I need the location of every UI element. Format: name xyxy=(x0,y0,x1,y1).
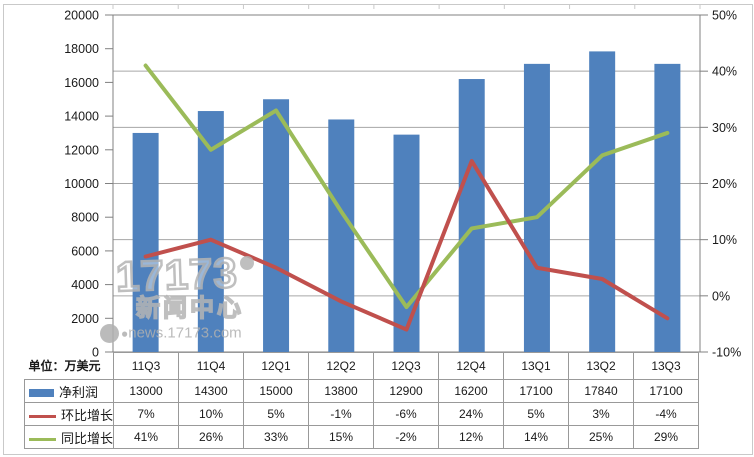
category-cell: 13Q1 xyxy=(503,352,570,380)
right-axis-label: 30% xyxy=(712,121,737,135)
legend-line-swatch xyxy=(29,437,56,441)
value-cell: 17100 xyxy=(633,379,700,403)
value-cell: -6% xyxy=(373,402,440,426)
unit-label: 单位：万美元 xyxy=(28,359,101,374)
right-axis-label: 10% xyxy=(712,233,737,247)
value-cell: 25% xyxy=(568,425,635,449)
left-axis-label: 2000 xyxy=(71,312,99,326)
left-axis-label: 4000 xyxy=(71,278,99,292)
bar-12Q4 xyxy=(458,79,485,352)
left-axis-label: 0 xyxy=(92,346,99,360)
category-cell: 13Q2 xyxy=(568,352,635,380)
left-axis-label: 10000 xyxy=(64,177,99,191)
line-环比增长 xyxy=(143,159,670,332)
line-同比增长 xyxy=(143,63,670,310)
category-cell: 11Q3 xyxy=(113,352,180,380)
category-cell: 12Q3 xyxy=(373,352,440,380)
value-cell: 14% xyxy=(503,425,570,449)
bar-12Q3 xyxy=(393,134,420,352)
value-cell: 33% xyxy=(243,425,310,449)
value-cell: 10% xyxy=(178,402,245,426)
category-cell: 12Q1 xyxy=(243,352,310,380)
right-axis-label: 50% xyxy=(712,9,737,23)
value-cell: 15000 xyxy=(243,379,310,403)
value-cell: 15% xyxy=(308,425,375,449)
series-name: 净利润 xyxy=(59,384,99,400)
legend-bar-swatch xyxy=(29,389,54,398)
value-cell: 12900 xyxy=(373,379,440,403)
value-cell: 14300 xyxy=(178,379,245,403)
right-axis-label: -10% xyxy=(712,346,741,360)
chart-data-table: 单位：万美元 11Q3 11Q4 12Q1 12Q2 12Q3 12Q4 13Q1 13Q2 13… xyxy=(23,352,700,449)
bar-12Q1 xyxy=(263,99,290,352)
value-cell: 24% xyxy=(438,402,505,426)
bar-13Q2 xyxy=(589,51,616,353)
value-cell: 3% xyxy=(568,402,635,426)
bar-12Q2 xyxy=(328,119,355,352)
left-axis-label: 20000 xyxy=(64,9,99,23)
value-cell: -4% xyxy=(633,402,700,426)
value-cell: 41% xyxy=(113,425,180,449)
value-cell: 12% xyxy=(438,425,505,449)
value-cell: 17100 xyxy=(503,379,570,403)
category-cell: 12Q4 xyxy=(438,352,505,380)
left-axis-label: 14000 xyxy=(64,110,99,124)
legend-cell: 环比增长 xyxy=(23,402,115,426)
table-row: 环比增长 7% 10% 5% -1% -6% 24% 5% 3% -4% xyxy=(23,402,700,426)
value-cell: -2% xyxy=(373,425,440,449)
value-cell: 5% xyxy=(503,402,570,426)
left-axis-label: 6000 xyxy=(71,244,99,258)
table-row: 同比增长 41% 26% 33% 15% -2% 12% 14% 25% 29% xyxy=(23,425,700,449)
value-cell: 13800 xyxy=(308,379,375,403)
right-axis-label: 20% xyxy=(712,177,737,191)
value-cell: 16200 xyxy=(438,379,505,403)
value-cell: 17840 xyxy=(568,379,635,403)
table-row: 净利润 13000 14300 15000 13800 12900 16200 17100 17… xyxy=(23,379,700,403)
left-axis-label: 8000 xyxy=(71,211,99,225)
legend-cell: 同比增长 xyxy=(23,425,115,449)
bar-13Q3 xyxy=(654,63,681,353)
legend-cell: 净利润 xyxy=(23,379,115,403)
category-cell: 12Q2 xyxy=(308,352,375,380)
left-axis-label: 16000 xyxy=(64,76,99,90)
series-name: 环比增长 xyxy=(61,407,114,423)
series-name: 同比增长 xyxy=(61,430,114,446)
value-cell: 26% xyxy=(178,425,245,449)
category-cell: 13Q3 xyxy=(633,352,700,380)
legend-line-swatch xyxy=(29,414,56,418)
left-axis-label: 18000 xyxy=(64,42,99,56)
category-row: 单位：万美元 11Q3 11Q4 12Q1 12Q2 12Q3 12Q4 13Q1 13Q2 13… xyxy=(25,352,700,380)
right-axis-label: 40% xyxy=(712,65,737,79)
right-axis-label: 0% xyxy=(712,289,730,303)
value-cell: 7% xyxy=(113,402,180,426)
value-cell: -1% xyxy=(308,402,375,426)
left-axis-label: 12000 xyxy=(64,143,99,157)
value-cell: 29% xyxy=(633,425,700,449)
category-cell: 11Q4 xyxy=(178,352,245,380)
value-cell: 5% xyxy=(243,402,310,426)
value-cell: 13000 xyxy=(113,379,180,403)
bar-11Q3 xyxy=(132,132,159,352)
